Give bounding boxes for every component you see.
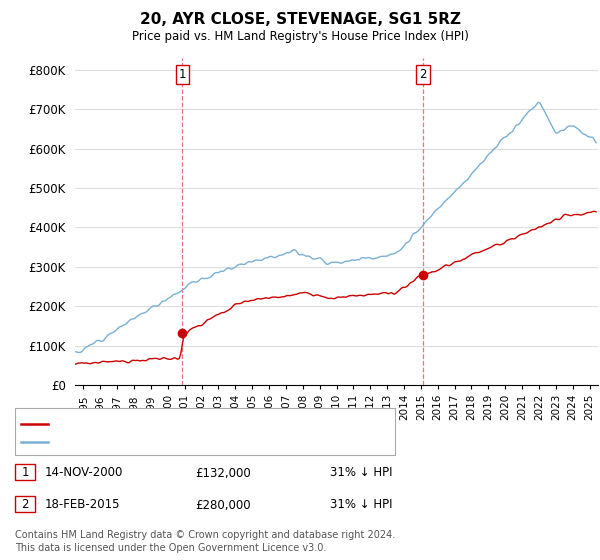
Text: HPI: Average price, detached house, Stevenage: HPI: Average price, detached house, Stev… bbox=[54, 437, 320, 447]
Text: Price paid vs. HM Land Registry's House Price Index (HPI): Price paid vs. HM Land Registry's House … bbox=[131, 30, 469, 43]
Text: 31% ↓ HPI: 31% ↓ HPI bbox=[330, 498, 392, 511]
Text: 18-FEB-2015: 18-FEB-2015 bbox=[45, 498, 121, 511]
Text: £132,000: £132,000 bbox=[195, 466, 251, 479]
Text: £280,000: £280,000 bbox=[195, 498, 251, 511]
Text: 2: 2 bbox=[21, 497, 29, 511]
Text: 31% ↓ HPI: 31% ↓ HPI bbox=[330, 466, 392, 479]
Text: 1: 1 bbox=[21, 465, 29, 478]
Text: 2: 2 bbox=[419, 68, 427, 81]
Text: 14-NOV-2000: 14-NOV-2000 bbox=[45, 466, 124, 479]
Text: 20, AYR CLOSE, STEVENAGE, SG1 5RZ (detached house): 20, AYR CLOSE, STEVENAGE, SG1 5RZ (detac… bbox=[54, 419, 368, 429]
Text: Contains HM Land Registry data © Crown copyright and database right 2024.: Contains HM Land Registry data © Crown c… bbox=[15, 530, 395, 540]
Text: 1: 1 bbox=[179, 68, 186, 81]
Text: 20, AYR CLOSE, STEVENAGE, SG1 5RZ: 20, AYR CLOSE, STEVENAGE, SG1 5RZ bbox=[139, 12, 461, 27]
Text: This data is licensed under the Open Government Licence v3.0.: This data is licensed under the Open Gov… bbox=[15, 543, 326, 553]
